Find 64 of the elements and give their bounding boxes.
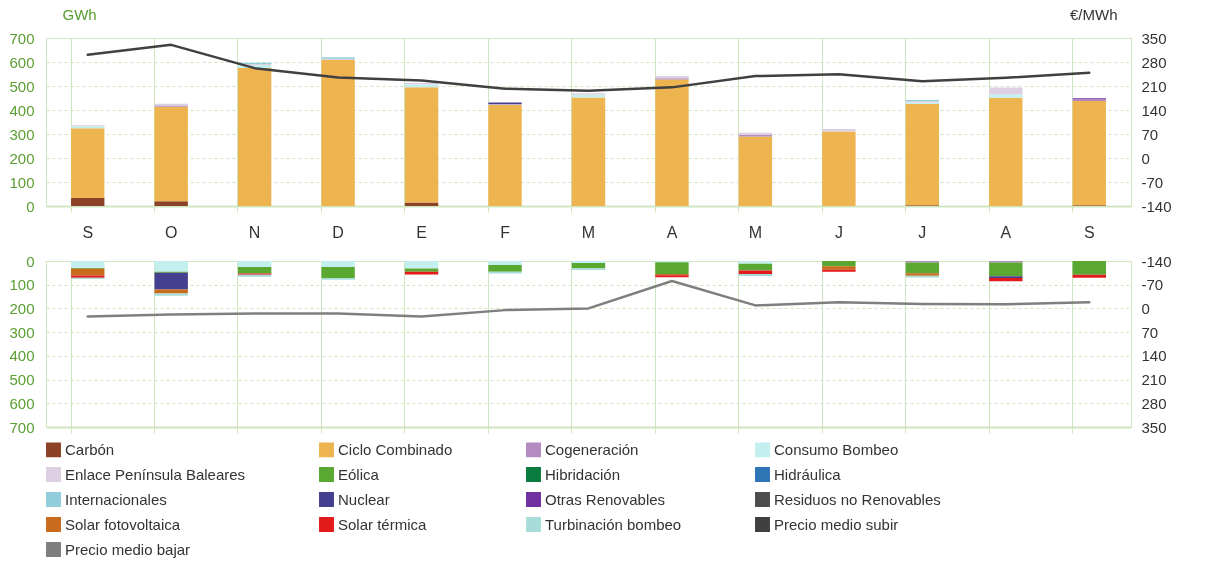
y2-tick-label: 210 [1141, 371, 1167, 389]
legend-label: Solar fotovoltaica [65, 515, 181, 533]
y-tick-label: 300 [9, 323, 35, 341]
y2-tick-label: 350 [1141, 29, 1167, 47]
x-tick-label: O [164, 223, 178, 241]
y-tick-label: 0 [26, 197, 35, 215]
x-tick-label: A [666, 223, 678, 241]
y2-tick-label: 0 [1141, 149, 1150, 167]
legend-label: Nuclear [338, 490, 390, 508]
y2-tick-label: 210 [1141, 77, 1167, 95]
y-tick-label: 300 [9, 125, 35, 143]
y-tick-label: 100 [9, 173, 35, 191]
legend-label: Residuos no Renovables [774, 490, 941, 508]
x-tick-label: A [1000, 223, 1012, 241]
legend-label: Precio medio bajar [65, 540, 191, 558]
y2-tick-label: 280 [1141, 394, 1167, 412]
y-tick-label: 400 [9, 347, 35, 365]
y2-tick-label: 350 [1141, 418, 1167, 436]
y-tick-label: 0 [26, 252, 35, 270]
y2-axis-title: €/MWh [1069, 5, 1118, 23]
y2-tick-label: -140 [1141, 197, 1172, 215]
legend-label: Otras Renovables [545, 490, 666, 508]
legend-label: Cogeneración [545, 440, 639, 458]
x-tick-label: M [581, 223, 596, 241]
y-tick-label: 500 [9, 371, 35, 389]
legend-label: Turbinación bombeo [545, 515, 682, 533]
legend-label: Carbón [65, 440, 115, 458]
y-tick-label: 700 [9, 418, 35, 436]
legend-label: Solar térmica [338, 515, 428, 533]
y2-tick-label: -70 [1141, 173, 1164, 191]
legend-label: Enlace Península Baleares [65, 465, 246, 483]
legend-label: Hidráulica [774, 465, 842, 483]
legend-label: Internacionales [65, 490, 167, 508]
y2-tick-label: 140 [1141, 347, 1167, 365]
legend-label: Eólica [338, 465, 380, 483]
y-tick-label: 600 [9, 394, 35, 412]
x-tick-label: S [82, 223, 94, 241]
legend-label: Ciclo Combinado [338, 440, 453, 458]
y2-tick-label: -140 [1141, 252, 1172, 270]
y-tick-label: 500 [9, 77, 35, 95]
y-tick-label: 400 [9, 101, 35, 119]
y-tick-label: 200 [9, 299, 35, 317]
x-tick-label: M [748, 223, 763, 241]
x-tick-label: E [416, 223, 427, 241]
legend-label: Consumo Bombeo [774, 440, 899, 458]
x-tick-label: J [834, 223, 843, 241]
y2-tick-label: -70 [1141, 276, 1164, 294]
y-tick-label: 700 [9, 29, 35, 47]
y2-tick-label: 70 [1141, 125, 1159, 143]
y-axis-title: GWh [62, 5, 97, 23]
y-tick-label: 100 [9, 276, 35, 294]
y2-tick-label: 0 [1141, 299, 1150, 317]
x-tick-label: D [332, 223, 344, 241]
y-tick-label: 200 [9, 149, 35, 167]
legend-label: Hibridación [545, 465, 621, 483]
x-tick-label: J [918, 223, 927, 241]
legend-label: Precio medio subir [774, 515, 899, 533]
y-tick-label: 600 [9, 53, 35, 71]
y2-tick-label: 70 [1141, 323, 1159, 341]
y2-tick-label: 140 [1141, 101, 1167, 119]
y2-tick-label: 280 [1141, 53, 1167, 71]
x-tick-label: F [500, 223, 511, 241]
x-tick-label: N [248, 223, 261, 241]
x-tick-label: S [1083, 223, 1095, 241]
